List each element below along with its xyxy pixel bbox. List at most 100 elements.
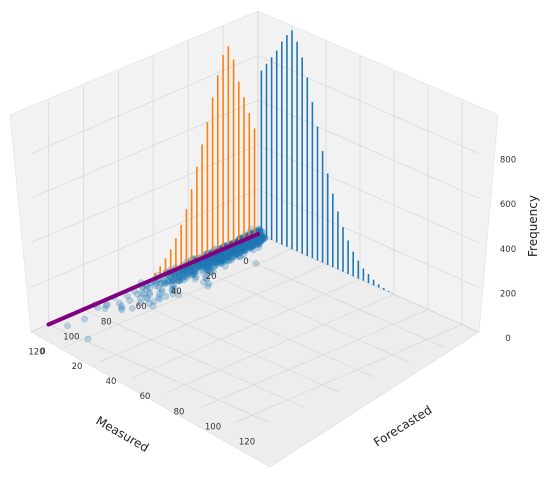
scatter-point bbox=[178, 271, 186, 278]
scatter-point bbox=[252, 238, 260, 246]
scatter-point bbox=[255, 236, 263, 244]
scatter-point bbox=[162, 293, 170, 300]
scatter-point bbox=[183, 274, 190, 281]
grid-floor-x bbox=[48, 324, 270, 423]
scatter-point bbox=[221, 250, 229, 257]
scatter-point bbox=[244, 243, 251, 251]
scatter-point bbox=[176, 277, 184, 284]
scatter-point bbox=[181, 269, 189, 277]
scatter-point bbox=[211, 255, 219, 263]
scatter-point bbox=[217, 257, 224, 265]
scatter-point bbox=[218, 256, 226, 264]
scatter-point bbox=[258, 236, 265, 244]
scatter-point bbox=[238, 243, 246, 251]
x-tick-label: 60 bbox=[136, 302, 147, 312]
scatter-point bbox=[225, 257, 233, 264]
scatter-point bbox=[222, 250, 230, 258]
scatter-point bbox=[244, 241, 252, 249]
scatter-point bbox=[233, 247, 241, 254]
scatter-point bbox=[252, 237, 259, 244]
scatter-point bbox=[207, 268, 215, 275]
scatter-point bbox=[252, 237, 260, 245]
scatter-point bbox=[212, 261, 220, 269]
scatter-point bbox=[240, 243, 248, 251]
scatter-point bbox=[204, 263, 211, 271]
scatter-point bbox=[234, 252, 242, 259]
scatter-point bbox=[253, 237, 261, 245]
scatter-point bbox=[258, 235, 266, 243]
scatter-point bbox=[257, 236, 265, 243]
scatter-point bbox=[214, 255, 221, 263]
z-tick-label: 600 bbox=[500, 200, 516, 210]
scatter-point bbox=[238, 243, 245, 251]
scatter-point bbox=[227, 253, 234, 261]
scatter-point bbox=[238, 242, 246, 250]
scatter-point bbox=[181, 272, 188, 280]
scatter-point bbox=[202, 265, 209, 272]
scatter-point bbox=[241, 245, 248, 253]
scatter-point bbox=[210, 263, 217, 271]
scatter-point bbox=[183, 272, 190, 280]
scatter-point bbox=[257, 237, 264, 245]
grid-floor-y bbox=[166, 293, 395, 393]
scatter-point bbox=[243, 241, 251, 248]
scatter-point bbox=[158, 288, 166, 296]
scatter-point bbox=[167, 274, 175, 282]
scatter-point bbox=[175, 291, 183, 299]
scatter-point bbox=[190, 268, 197, 275]
scatter-point bbox=[236, 253, 243, 261]
scatter-point bbox=[245, 241, 252, 248]
scatter-point bbox=[252, 240, 259, 248]
scatter-point bbox=[248, 239, 255, 247]
scatter-point bbox=[255, 238, 263, 246]
x-axis-label: Measured bbox=[94, 413, 152, 454]
scatter-point bbox=[249, 238, 257, 245]
scatter-point bbox=[118, 304, 126, 312]
scatter-point bbox=[217, 260, 225, 267]
y-tick-label: 100 bbox=[205, 422, 221, 432]
y-axis-label: Forecasted bbox=[371, 403, 434, 450]
scatter-point bbox=[219, 251, 227, 259]
scatter-point bbox=[240, 242, 248, 249]
scatter-point bbox=[229, 247, 237, 255]
scatter-point bbox=[166, 277, 174, 285]
scatter-point bbox=[206, 257, 213, 265]
scatter-point bbox=[210, 255, 218, 263]
scatter-point bbox=[234, 244, 242, 252]
scatter-point bbox=[224, 250, 231, 257]
grid-wall-z-right bbox=[257, 99, 480, 199]
scatter-point bbox=[257, 235, 265, 243]
scatter-point bbox=[218, 252, 225, 260]
scatter-point bbox=[225, 248, 233, 256]
scatter-point bbox=[218, 253, 226, 261]
scatter-point bbox=[220, 251, 228, 258]
scatter-point bbox=[234, 246, 241, 254]
scatter-point bbox=[203, 261, 211, 269]
scatter-point bbox=[230, 248, 237, 256]
scatter-point bbox=[248, 238, 255, 246]
scatter-point bbox=[224, 249, 232, 257]
scatter-point bbox=[250, 238, 257, 246]
scatter-point bbox=[220, 256, 227, 264]
scatter-point bbox=[210, 255, 218, 262]
grid-floor-x bbox=[118, 293, 340, 393]
scatter-point bbox=[226, 249, 234, 256]
scatter-point bbox=[252, 260, 260, 267]
scatter-point bbox=[209, 256, 217, 264]
scatter-point bbox=[236, 244, 244, 252]
scatter-point bbox=[241, 241, 249, 249]
scatter-point bbox=[205, 258, 213, 266]
scatter-point bbox=[225, 248, 233, 256]
scatter-point bbox=[239, 244, 247, 252]
scatter-point bbox=[213, 253, 221, 261]
scatter-point bbox=[203, 265, 211, 272]
scatter-point bbox=[225, 257, 232, 265]
scatter-point bbox=[179, 269, 187, 277]
scatter-point bbox=[176, 274, 184, 281]
scatter-point bbox=[169, 285, 176, 293]
scatter-point bbox=[171, 272, 179, 280]
scatter-point bbox=[244, 242, 252, 249]
scatter-point bbox=[156, 295, 164, 303]
scatter-point bbox=[175, 272, 183, 279]
scatter-point bbox=[254, 236, 262, 244]
